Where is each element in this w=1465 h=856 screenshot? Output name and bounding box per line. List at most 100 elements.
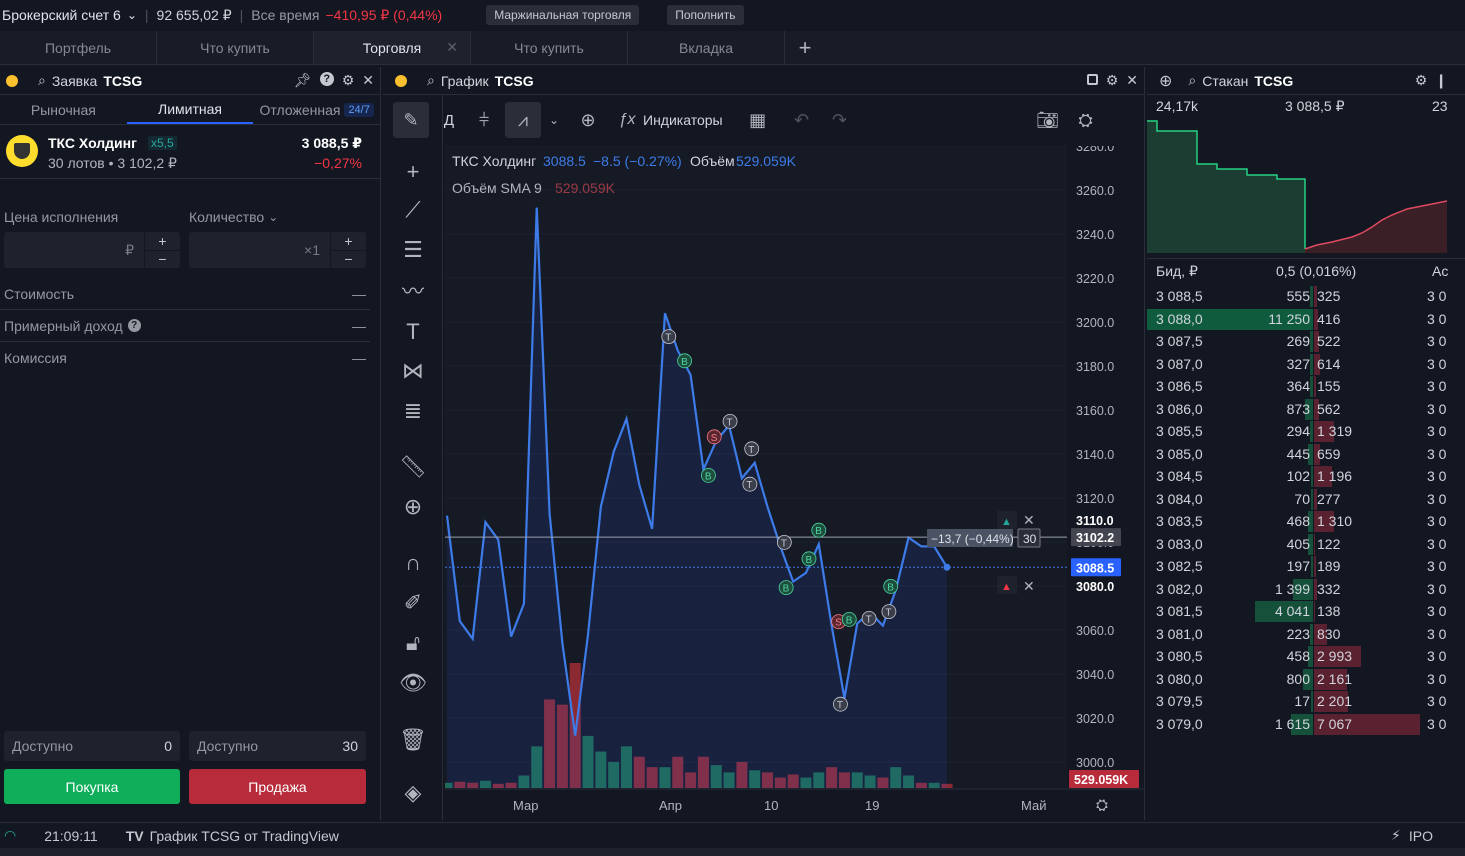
pencil-icon[interactable]: ✎ bbox=[393, 102, 429, 138]
minus-icon[interactable]: − bbox=[344, 251, 353, 268]
order-book-row[interactable]: 3 087,0 327 614 3 0 bbox=[1147, 353, 1465, 376]
ruler-icon[interactable]: 📏︎ bbox=[399, 454, 427, 479]
search-icon[interactable]: ⌕ bbox=[38, 72, 46, 88]
trash-icon[interactable]: 🗑︎ bbox=[399, 727, 427, 752]
pattern-icon[interactable]: ⋈ bbox=[402, 358, 424, 383]
order-book-row[interactable]: 3 087,5 269 522 3 0 bbox=[1147, 330, 1465, 353]
help-icon[interactable]: ? bbox=[319, 72, 334, 86]
camera-icon[interactable]: 📷︎ bbox=[1036, 109, 1060, 130]
tab-deferred[interactable]: Отложенная 24/7 bbox=[253, 95, 380, 124]
pin-icon[interactable]: 📌︎ bbox=[293, 72, 312, 88]
tab-market[interactable]: Рыночная bbox=[0, 95, 127, 124]
order-book-row[interactable]: 3 086,0 873 562 3 0 bbox=[1147, 398, 1465, 421]
link-color-dot[interactable] bbox=[6, 74, 18, 87]
volume-bar bbox=[813, 772, 825, 788]
order-book-row[interactable]: 3 083,0 405 122 3 0 bbox=[1147, 533, 1465, 556]
order-book-row[interactable]: 3 084,5 102 1 196 3 0 bbox=[1147, 465, 1465, 488]
order-book-row[interactable]: 3 082,5 197 189 3 0 bbox=[1147, 555, 1465, 578]
trend-line-icon[interactable]: ⟋ bbox=[405, 197, 421, 222]
layout-grid-icon[interactable]: ▦ bbox=[749, 109, 767, 130]
projection-icon[interactable]: ≣ bbox=[403, 398, 423, 423]
gear-icon[interactable]: ⚙ bbox=[1105, 72, 1119, 88]
ask-volume: 2 993 bbox=[1317, 648, 1353, 664]
ipo-link[interactable]: IPO bbox=[1408, 827, 1433, 844]
order-book-row[interactable]: 3 082,0 1 399 332 3 0 bbox=[1147, 578, 1465, 601]
qty-label-selector[interactable]: Количество ⌄ bbox=[189, 209, 278, 225]
help-icon[interactable]: ? bbox=[127, 319, 141, 332]
margin-trading-button[interactable]: Маржинальная торговля bbox=[486, 5, 640, 25]
chart-type-icon[interactable]: ⩘ bbox=[505, 102, 541, 138]
tab-trading[interactable]: Торговля ✕ bbox=[314, 31, 471, 64]
close-icon[interactable]: ✕ bbox=[1126, 72, 1138, 88]
ask-price: 3 0 bbox=[1427, 603, 1447, 619]
zoom-in-icon[interactable]: ⊕ bbox=[403, 494, 423, 519]
undo-icon[interactable]: ↶ bbox=[794, 109, 810, 130]
timeframe-button[interactable]: Д bbox=[443, 111, 455, 129]
minus-icon[interactable]: − bbox=[158, 251, 167, 268]
redo-icon[interactable]: ↷ bbox=[832, 109, 848, 130]
layers-icon[interactable]: ◈ bbox=[404, 780, 422, 805]
close-icon[interactable]: ✕ bbox=[446, 39, 458, 55]
order-book-row[interactable]: 3 085,5 294 1 319 3 0 bbox=[1147, 420, 1465, 443]
tradingview-logo[interactable]: TV bbox=[125, 827, 144, 844]
magnet-icon[interactable]: ∩ bbox=[405, 550, 421, 575]
order-book-row[interactable]: 3 086,5 364 155 3 0 bbox=[1147, 375, 1465, 398]
order-book-row[interactable]: 3 080,0 800 2 161 3 0 bbox=[1147, 668, 1465, 691]
plus-icon[interactable]: + bbox=[145, 232, 180, 251]
period-label[interactable]: Все время bbox=[251, 7, 320, 23]
order-book-row[interactable]: 3 084,0 70 277 3 0 bbox=[1147, 488, 1465, 511]
gear-icon[interactable]: ⚙ bbox=[1414, 72, 1428, 88]
quantity-input[interactable]: ×1 + − bbox=[189, 232, 366, 268]
eye-icon[interactable]: 👁︎ bbox=[399, 670, 427, 695]
settings-chart-icon[interactable]: ⛭ bbox=[1078, 109, 1093, 130]
fee-row: Комиссия — bbox=[0, 342, 370, 374]
fx-icon[interactable]: ƒx bbox=[618, 111, 636, 128]
order-book-row[interactable]: 3 080,5 458 2 993 3 0 bbox=[1147, 645, 1465, 668]
lock-drawing-icon[interactable]: ✐ bbox=[403, 590, 423, 615]
more-icon[interactable]: ❙ bbox=[1435, 72, 1447, 88]
plus-icon[interactable]: + bbox=[331, 232, 366, 251]
order-book-row[interactable]: 3 088,5 555 325 3 0 bbox=[1147, 285, 1465, 308]
tab-what-to-buy[interactable]: Что купить bbox=[157, 31, 314, 64]
add-circle-icon[interactable]: ⊕ bbox=[1159, 72, 1173, 90]
instrument-card[interactable]: ТКС Холдинг x5,5 3 088,5 ₽ 30 лотов • 3 … bbox=[0, 125, 380, 179]
order-book-row[interactable]: 3 081,0 223 830 3 0 bbox=[1147, 623, 1465, 646]
chart-ticker[interactable]: TCSG bbox=[494, 72, 534, 89]
gear-icon[interactable]: ⚙ bbox=[341, 72, 355, 88]
tab-what-to-buy-2[interactable]: Что купить bbox=[471, 31, 628, 64]
chevron-down-icon[interactable]: ⌄ bbox=[548, 113, 560, 127]
maximize-icon[interactable] bbox=[1086, 74, 1098, 85]
order-ticker[interactable]: TCSG bbox=[103, 72, 143, 89]
tab-limit[interactable]: Лимитная bbox=[126, 95, 254, 124]
crosshair-icon[interactable]: + bbox=[406, 159, 420, 184]
sell-button[interactable]: Продажа bbox=[189, 769, 366, 804]
text-icon[interactable]: T bbox=[406, 319, 420, 344]
order-book-row[interactable]: 3 079,5 17 2 201 3 0 bbox=[1147, 690, 1465, 713]
compare-icon[interactable]: ⫩ bbox=[478, 109, 490, 130]
search-icon[interactable]: ⌕ bbox=[1188, 72, 1197, 88]
order-book-row[interactable]: 3 088,0 11 250 416 3 0 bbox=[1147, 308, 1465, 331]
book-ticker[interactable]: TCSG bbox=[1254, 72, 1294, 89]
price-input[interactable]: ₽ + − bbox=[4, 232, 180, 268]
topup-button[interactable]: Пополнить bbox=[667, 5, 744, 25]
link-color-dot[interactable] bbox=[395, 74, 407, 87]
search-icon[interactable]: ⌕ bbox=[427, 72, 435, 88]
bid-volume: 4 041 bbox=[1274, 603, 1310, 619]
order-book-row[interactable]: 3 085,0 445 659 3 0 bbox=[1147, 443, 1465, 466]
lock-icon[interactable]: 🔓︎ bbox=[405, 630, 421, 655]
order-book-row[interactable]: 3 083,5 468 1 310 3 0 bbox=[1147, 510, 1465, 533]
account-selector[interactable]: Брокерский счет 6 ⌄ bbox=[2, 7, 137, 23]
chart-attribution[interactable]: График TCSG от TradingView bbox=[149, 827, 339, 844]
indicators-button[interactable]: Индикаторы bbox=[643, 112, 723, 128]
fib-lines-icon[interactable]: ☰ bbox=[403, 237, 423, 262]
close-icon[interactable]: ✕ bbox=[362, 72, 374, 88]
tab-custom[interactable]: Вкладка bbox=[628, 31, 785, 64]
tab-portfolio[interactable]: Портфель bbox=[0, 31, 157, 64]
add-indicator-icon[interactable]: ⊕ bbox=[580, 109, 596, 130]
brush-icon[interactable]: 〰 bbox=[401, 279, 424, 304]
order-book-row[interactable]: 3 079,0 1 615 7 067 3 0 bbox=[1147, 713, 1465, 736]
order-book-row[interactable]: 3 081,5 4 041 138 3 0 bbox=[1147, 600, 1465, 623]
buy-button[interactable]: Покупка bbox=[4, 769, 180, 804]
add-tab-button[interactable]: + bbox=[785, 31, 825, 64]
